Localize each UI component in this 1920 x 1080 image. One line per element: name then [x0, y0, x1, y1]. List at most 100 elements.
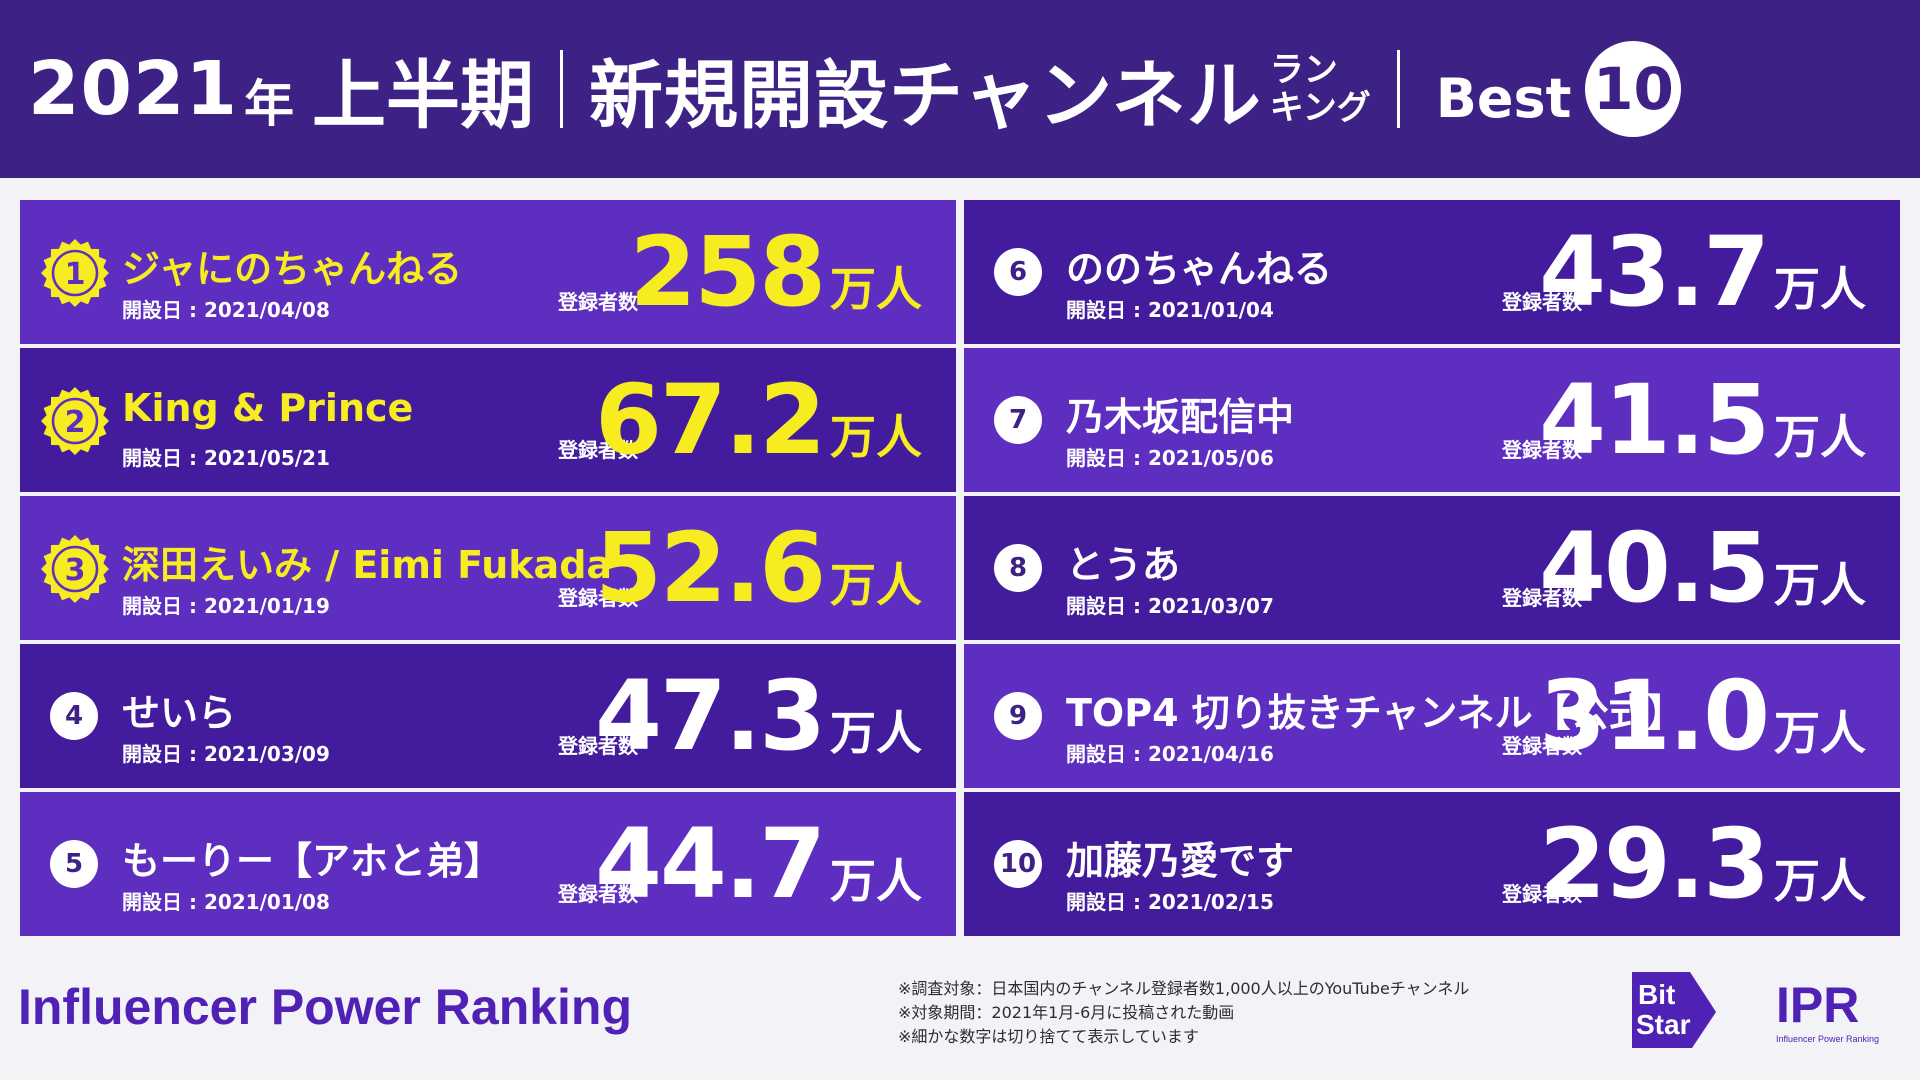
channel-name: ジャにのちゃんねる — [122, 247, 463, 291]
subscriber-count: 47.3 万人 — [595, 666, 922, 766]
subscriber-count: 41.5 万人 — [1539, 370, 1866, 470]
open-date-label: 開設日 : — [122, 594, 204, 618]
footer-title: Influencer Power Ranking — [18, 979, 633, 1035]
rank-number: 1 — [65, 257, 86, 292]
open-date-label: 開設日 : — [122, 890, 204, 914]
footer-note: ※対象期間：2021年1月-6月に投稿された動画 — [898, 1003, 1235, 1022]
bitstar-logo: Bit Star — [1632, 972, 1716, 1048]
subscriber-value: 41.5 — [1539, 364, 1770, 476]
open-date-label: 開設日 : — [1066, 446, 1148, 470]
open-date-label: 開設日 : — [1066, 742, 1148, 766]
bitstar-logo-top: Bit — [1638, 979, 1675, 1010]
header-ranking-bottom: キング — [1269, 88, 1371, 128]
subscriber-unit: 万人 — [830, 262, 922, 316]
footer-notes: ※調査対象：日本国内のチャンネル登録者数1,000人以上のYouTubeチャンネ… — [898, 977, 1469, 1049]
subscriber-count: 52.6 万人 — [595, 518, 922, 618]
rank-badge: 8 — [994, 544, 1042, 592]
subscriber-value: 43.7 — [1539, 216, 1770, 328]
subscriber-label: 登録者数 — [1502, 734, 1582, 758]
open-date-label: 開設日 : — [122, 446, 204, 470]
open-date-row: 開設日 : 2021/01/08 — [122, 886, 330, 915]
subscriber-value: 44.7 — [595, 808, 826, 920]
subscriber-unit: 万人 — [1774, 262, 1866, 316]
header-title: 新規開設チャンネル — [588, 52, 1262, 139]
channel-name: 深田えいみ / Eimi Fukada — [122, 543, 613, 587]
header-ranking-label: ラン キング — [1270, 51, 1371, 127]
header-year-suffix: 年 — [243, 75, 294, 133]
subscriber-label: 登録者数 — [1502, 290, 1582, 314]
subscriber-label: 登録者数 — [558, 882, 638, 906]
rank-medal-icon: 2 — [41, 387, 109, 455]
footer-note: ※細かな数字は切り捨てて表示しています — [898, 1027, 1199, 1046]
header-ranking-top: ラン — [1269, 50, 1338, 90]
open-date-row: 開設日 : 2021/05/21 — [122, 442, 330, 471]
rank-medal-icon: 3 — [41, 535, 109, 603]
subscriber-unit: 万人 — [1774, 706, 1866, 760]
subscriber-count: 40.5 万人 — [1539, 518, 1866, 618]
open-date: 2021/01/04 — [1147, 298, 1274, 322]
subscriber-unit: 万人 — [830, 854, 922, 908]
ipr-logo: IPR Influencer Power Ranking — [1776, 978, 1879, 1044]
channel-name: もーりー【アホと弟】 — [122, 839, 503, 883]
rank-badge: 5 — [50, 840, 98, 888]
header-period: 上半期 — [311, 52, 534, 139]
open-date: 2021/01/08 — [203, 890, 330, 914]
open-date-label: 開設日 : — [122, 742, 204, 766]
open-date: 2021/01/19 — [203, 594, 330, 618]
subscriber-label: 登録者数 — [1502, 882, 1582, 906]
subscriber-label: 登録者数 — [558, 290, 638, 314]
open-date-row: 開設日 : 2021/05/06 — [1066, 442, 1274, 471]
subscriber-count: 258 万人 — [630, 222, 922, 322]
subscriber-unit: 万人 — [1774, 410, 1866, 464]
open-date-label: 開設日 : — [122, 298, 204, 322]
ranking-card: 7 乃木坂配信中 開設日 : 2021/05/06 登録者数 41.5 万人 — [964, 348, 1900, 492]
open-date-label: 開設日 : — [1066, 594, 1148, 618]
subscriber-label: 登録者数 — [558, 734, 638, 758]
subscriber-unit: 万人 — [830, 410, 922, 464]
subscriber-label: 登録者数 — [1502, 586, 1582, 610]
channel-name: とうあ — [1066, 543, 1181, 587]
subscriber-count: 67.2 万人 — [595, 370, 922, 470]
ranking-card: 5 もーりー【アホと弟】開設日 : 2021/01/08 登録者数 44.7 万人 — [20, 792, 956, 936]
open-date-label: 開設日 : — [1066, 298, 1148, 322]
rank-medal-icon: 1 — [41, 239, 109, 307]
subscriber-value: 31.0 — [1539, 660, 1770, 772]
open-date-label: 開設日 : — [1066, 890, 1148, 914]
open-date-row: 開設日 : 2021/03/09 — [122, 738, 330, 767]
ranking-card: 8 とうあ開設日 : 2021/03/07 登録者数 40.5 万人 — [964, 496, 1900, 640]
header-best: Best — [1435, 66, 1572, 130]
subscriber-value: 40.5 — [1539, 512, 1770, 624]
subscriber-value: 29.3 — [1539, 808, 1770, 920]
subscriber-count: 44.7 万人 — [595, 814, 922, 914]
ranking-card: 1 ジャにのちゃんねる開設日 : 2021/04/08 登録者数 258 万人 — [20, 200, 956, 344]
ranking-card: 10 加藤乃愛です 開設日 : 2021/02/15 登録者数 29.3 万人 — [964, 792, 1900, 936]
open-date: 2021/04/08 — [203, 298, 330, 322]
channel-name: ののちゃんねる — [1066, 247, 1333, 291]
header-best-number: 10 — [1585, 41, 1682, 137]
header-banner: 2021 年 上半期 新規開設チャンネル ラン キング Best 10 — [0, 0, 1920, 178]
subscriber-value: 47.3 — [595, 660, 826, 772]
ranking-card: 9 TOP4 切り抜きチャンネル【公式】 開設日 : 2021/04/16 登録者数 3… — [964, 644, 1900, 788]
open-date-row: 開設日 : 2021/03/07 — [1066, 590, 1274, 619]
open-date: 2021/03/09 — [203, 742, 330, 766]
channel-name: King & Prince — [122, 386, 414, 430]
rank-badge: 4 — [50, 692, 98, 740]
open-date-row: 開設日 : 2021/04/08 — [122, 294, 330, 323]
ipr-logo-sub: Influencer Power Ranking — [1776, 1034, 1879, 1044]
channel-name: 加藤乃愛です — [1066, 839, 1295, 883]
header-divider — [559, 50, 563, 128]
ipr-logo-text: IPR — [1776, 978, 1859, 1033]
subscriber-label: 登録者数 — [558, 586, 638, 610]
ranking-card: 3 深田えいみ / Eimi Fukada 開設日 : 2021/01/19 登録者数… — [20, 496, 956, 640]
subscriber-value: 258 — [629, 216, 826, 328]
subscriber-value: 67.2 — [595, 364, 826, 476]
rank-badge: 9 — [994, 692, 1042, 740]
rank-badge: 10 — [994, 840, 1042, 888]
footer-note: ※調査対象：日本国内のチャンネル登録者数1,000人以上のYouTubeチャンネ… — [898, 979, 1470, 998]
ranking-card: 4 せいら開設日 : 2021/03/09 登録者数 47.3 万人 — [20, 644, 956, 788]
channel-name: 乃木坂配信中 — [1066, 395, 1295, 439]
open-date-row: 開設日 : 2021/01/04 — [1066, 294, 1274, 323]
open-date: 2021/03/07 — [1147, 594, 1274, 618]
subscriber-count: 43.7 万人 — [1539, 222, 1866, 322]
channel-name: せいら — [122, 691, 237, 735]
